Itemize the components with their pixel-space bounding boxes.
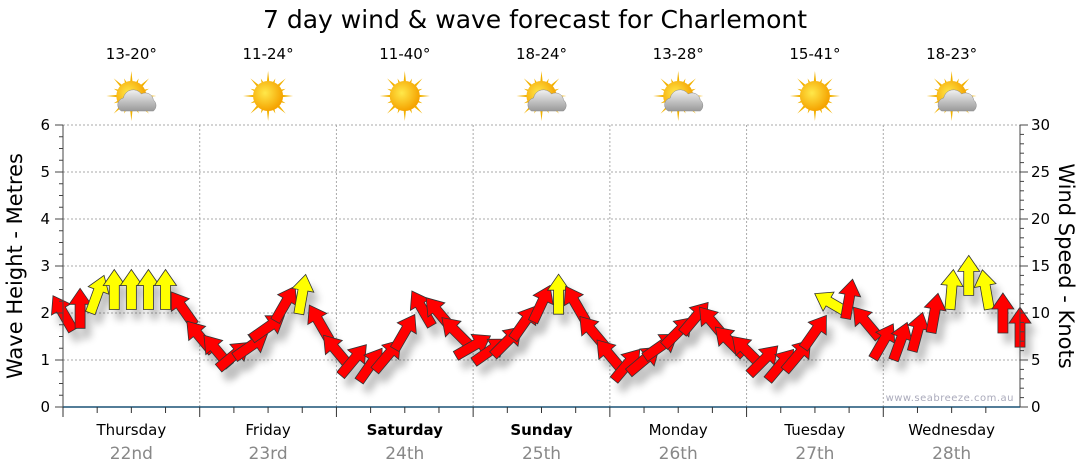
wind-arrow	[798, 314, 827, 352]
temperature-range: 18-23°	[926, 45, 977, 63]
sun-ray	[266, 71, 270, 85]
temperature-range: 11-24°	[243, 45, 294, 63]
date-label: 27th	[795, 444, 834, 464]
wind-arrow	[248, 315, 286, 344]
temperature-range: 18-24°	[516, 45, 567, 63]
wind-arrow-shadow	[237, 344, 274, 372]
y-right-tick-label: 5	[1031, 351, 1041, 369]
sun-ray	[676, 71, 680, 85]
sun-ray	[516, 94, 530, 98]
wind-arrow	[745, 345, 779, 379]
sun-ray	[653, 94, 667, 98]
sun-ray	[279, 94, 294, 98]
sun-cloud-icon	[653, 71, 704, 121]
sun-ray	[403, 71, 407, 85]
date-label: 25th	[522, 444, 561, 464]
sun-ray	[789, 94, 804, 98]
wind-arrow	[389, 313, 417, 353]
wind-arrow	[508, 305, 537, 343]
sun-ray	[926, 94, 940, 98]
day-label: Monday	[649, 421, 708, 439]
sun-icon	[379, 71, 430, 121]
cloud-icon	[117, 89, 157, 112]
wind-arrow-shadow	[254, 325, 291, 353]
sun-ray	[540, 71, 543, 85]
date-label: 24th	[385, 444, 424, 464]
y-right-tick-label: 25	[1031, 163, 1050, 181]
sun-icon	[789, 71, 840, 121]
y-axis-right-label: Wind Speed - Knots	[1054, 163, 1078, 368]
wind-arrow	[868, 323, 896, 362]
y-left-tick-label: 6	[40, 116, 50, 134]
chart-title: 7 day wind & wave forecast for Charlemon…	[263, 5, 807, 34]
wind-arrow	[940, 268, 964, 311]
y-left-tick-label: 2	[40, 304, 50, 322]
sun-ray	[266, 107, 270, 121]
sun-ray	[813, 107, 817, 121]
date-label: 28th	[932, 444, 971, 464]
cloud-shape	[117, 89, 157, 112]
wind-arrow	[973, 269, 997, 311]
sun-ray	[403, 107, 407, 121]
day-label: Wednesday	[908, 421, 995, 439]
sun-disc	[389, 81, 420, 111]
y-right-tick-label: 10	[1031, 304, 1050, 322]
sun-ray	[416, 94, 430, 98]
sun-ray	[379, 94, 393, 98]
wind-arrow	[956, 254, 981, 296]
sun-ray	[129, 71, 133, 85]
y-left-tick-label: 3	[40, 257, 50, 275]
y-axis-left-label: Wave Height - Metres	[3, 153, 27, 379]
y-left-tick-label: 4	[40, 210, 50, 228]
y-left-tick-label: 5	[40, 163, 50, 181]
temperature-range: 15-41°	[789, 45, 840, 63]
sun-disc	[253, 81, 284, 111]
sun-cloud-icon	[516, 71, 567, 121]
wind-arrow	[923, 292, 947, 335]
cloud-icon	[527, 89, 567, 112]
sun-ray	[243, 94, 257, 98]
wind-arrow	[153, 268, 178, 310]
sun-icon	[243, 71, 294, 121]
sun-disc	[799, 81, 830, 111]
sun-ray	[826, 94, 840, 98]
day-label: Saturday	[367, 421, 444, 439]
wind-arrow	[991, 292, 1015, 334]
wind-arrow	[336, 344, 367, 380]
sun-cloud-icon	[106, 71, 157, 121]
y-left-tick-label: 0	[40, 398, 50, 416]
wind-arrow	[291, 273, 315, 316]
day-label: Sunday	[510, 421, 573, 439]
temperature-range: 11-40°	[379, 45, 430, 63]
sun-ray	[813, 71, 817, 85]
day-label: Tuesday	[783, 421, 845, 439]
day-label: Thursday	[95, 421, 166, 439]
y-left-tick-label: 1	[40, 351, 50, 369]
cloud-shape	[664, 89, 704, 112]
y-right-tick-label: 15	[1031, 257, 1050, 275]
y-right-tick-label: 30	[1031, 116, 1050, 134]
watermark[interactable]: www.seabreeze.com.au	[886, 393, 1014, 404]
date-label: 26th	[659, 444, 698, 464]
date-label: 22nd	[110, 444, 153, 464]
cloud-shape	[937, 89, 977, 112]
wind-arrow	[527, 284, 554, 325]
temperature-range: 13-28°	[653, 45, 704, 63]
sun-ray	[950, 71, 954, 85]
temperature-range: 13-20°	[106, 45, 157, 63]
cloud-icon	[937, 89, 977, 112]
sun-ray	[106, 94, 120, 98]
wind-arrow	[838, 278, 862, 320]
cloud-shape	[527, 89, 567, 112]
y-right-tick-label: 0	[1031, 398, 1041, 416]
y-right-tick-label: 20	[1031, 210, 1050, 228]
cloud-icon	[664, 89, 704, 112]
day-label: Friday	[245, 421, 291, 439]
wind-arrow	[231, 334, 268, 363]
date-label: 23rd	[249, 444, 288, 464]
sun-cloud-icon	[926, 71, 977, 121]
